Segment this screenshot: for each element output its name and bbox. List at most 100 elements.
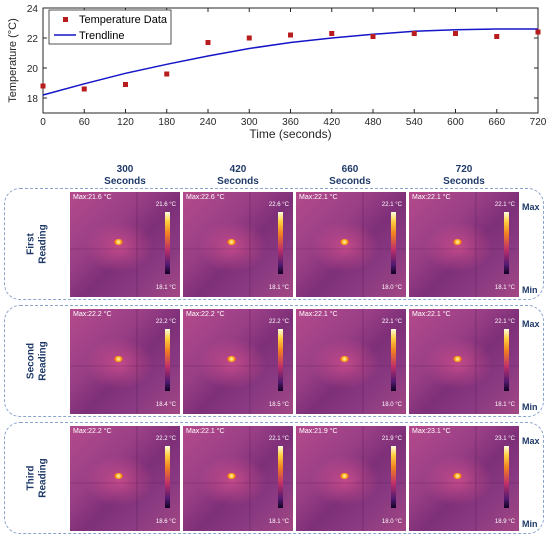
x-tick-label: 300 [241,117,258,128]
scale-top-value: 22.1 °C [381,319,402,325]
scale-bottom-value: 18.0 °C [381,402,402,408]
column-header-300: 300 Seconds [104,164,146,187]
x-tick-label: 120 [117,117,134,128]
legend-label-trendline: Trendline [79,30,124,42]
scale-top-value: 22.2 °C [155,436,176,442]
second-reading-row [4,305,544,417]
row-label-first: First Reading [25,224,49,264]
max-temp-text: Max:22.2 °C [73,311,112,318]
max-temp-text: Max:23.1 °C [412,428,451,435]
hotspot [340,356,349,362]
data-point [205,40,211,45]
scale-top-value: 22.2 °C [155,319,176,325]
color-scale-bar [504,212,509,274]
thermal-image: Max:22.2 °C 22.2 °C 18.5 °C [183,309,293,414]
scale-top-value: 22.2 °C [268,319,289,325]
color-scale-bar [391,212,396,274]
scale-bottom-value: 18.4 °C [155,402,176,408]
row-label-third: Third Reading [25,458,49,498]
scale-top-value: 22.1 °C [494,202,515,208]
color-scale-bar [165,446,170,508]
max-temp-text: Max:21.6 °C [73,194,112,201]
hotspot [340,239,349,245]
hotspot [114,473,123,479]
hotspot [227,239,236,245]
scale-top-value: 22.1 °C [268,436,289,442]
thermal-image: Max:22.2 °C 22.2 °C 18.6 °C [70,426,180,531]
thermal-image: Max:21.9 °C 21.9 °C 18.0 °C [296,426,406,531]
color-scale-bar [391,446,396,508]
hotspot [340,473,349,479]
x-tick-label: 240 [200,117,217,128]
color-scale-bar [278,212,283,274]
data-point [81,86,87,92]
first-reading-row [4,188,544,300]
hotspot [453,356,462,362]
legend-box [48,9,172,45]
color-scale-bar [391,329,396,391]
temperature-chart: 0 60 120 180 240 300 360 420 480 540 600 660 720 18 20… [7,4,547,141]
legend-marker-temperature [63,17,68,22]
scale-bottom-value: 18.6 °C [155,519,176,525]
thermal-image: Max:22.1 °C 22.1 °C 18.1 °C [409,192,519,297]
scale-bottom-value: 18.1 °C [268,519,289,525]
data-point [329,31,335,36]
hotspot [114,356,123,362]
max-temp-text: Max:22.1 °C [186,428,225,435]
scale-bottom-value: 18.0 °C [381,285,402,291]
x-tick-label: 660 [488,117,505,128]
scale-bottom-value: 18.0 °C [381,519,402,525]
third-reading-row [4,422,544,534]
scale-min-label: Min [522,285,538,295]
hotspot [114,239,123,245]
scale-bottom-value: 18.5 °C [268,402,289,408]
max-temp-text: Max:22.6 °C [186,194,225,201]
thermal-image: Max:22.1 °C 22.1 °C 18.1 °C [183,426,293,531]
x-tick-label: 0 [40,117,46,128]
x-tick-label: 180 [158,117,175,128]
y-tick-label: 22 [27,34,39,45]
data-point [123,82,128,87]
thermal-image: Max:22.6 °C 22.6 °C 18.1 °C [183,192,293,297]
x-tick-label: 480 [365,117,382,128]
y-axis-label: Temperature (°C) [7,18,19,102]
data-point [288,32,293,38]
max-temp-text: Max:22.2 °C [186,311,225,318]
max-temp-text: Max:22.1 °C [299,194,338,201]
scale-min-label: Min [522,402,538,412]
data-point [370,34,376,39]
thermal-image: Max:22.2 °C 22.2 °C 18.4 °C [70,309,180,414]
scale-top-value: 21.6 °C [155,202,176,208]
data-point [494,34,500,39]
y-tick-label: 24 [27,4,39,15]
x-tick-label: 360 [282,117,299,128]
scale-bottom-value: 18.1 °C [494,402,515,408]
max-temp-text: Max:22.1 °C [412,311,451,318]
max-temp-text: Max:22.2 °C [73,428,112,435]
data-point [453,31,458,36]
y-tick-label: 18 [27,94,39,105]
scale-bottom-value: 18.1 °C [494,285,515,291]
color-scale-bar [165,212,170,274]
scale-top-value: 22.1 °C [494,319,515,325]
legend-label-temperature: Temperature Data [79,14,168,26]
data-point [535,29,541,35]
column-header-420: 420 Seconds [217,164,259,187]
scale-top-value: 22.1 °C [381,202,402,208]
trendline-series [42,28,538,96]
scale-top-value: 22.6 °C [268,202,289,208]
thermal-image: Max:23.1 °C 23.1 °C 18.9 °C [409,426,519,531]
column-header-660: 660 Seconds [329,164,371,187]
hotspot [453,473,462,479]
thermal-image: Max:22.1 °C 22.1 °C 18.1 °C [409,309,519,414]
scale-bottom-value: 18.9 °C [494,519,515,525]
thermal-image: Max:21.6 °C 21.6 °C 18.1 °C [70,192,180,297]
y-tick-label: 20 [27,64,39,75]
data-point [411,31,417,36]
thermal-image: Max:22.1 °C 22.1 °C 18.0 °C [296,192,406,297]
hotspot [227,356,236,362]
hotspot [453,239,462,245]
x-tick-label: 420 [323,117,340,128]
data-point [246,35,252,41]
scale-max-label: Max [522,202,540,212]
